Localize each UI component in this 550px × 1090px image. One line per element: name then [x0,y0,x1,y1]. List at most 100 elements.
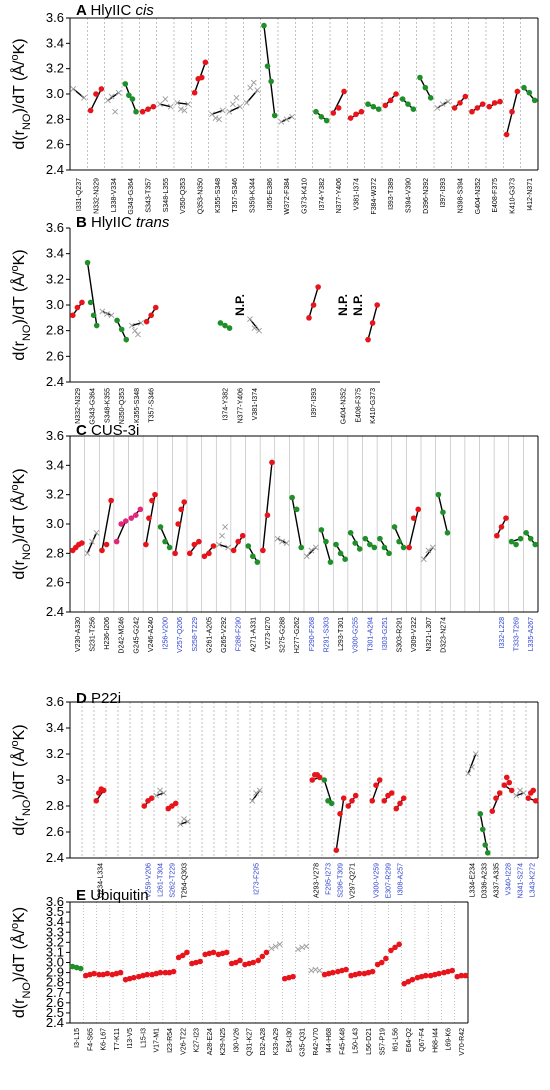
y-tick-label: 2.5 [46,1005,64,1020]
x-tick-label: V246-A240 [148,617,155,652]
data-point [222,524,228,530]
data-point [373,782,379,788]
data-point [369,320,376,326]
x-tick-label: S57-P19 [379,1028,386,1055]
x-tick-label: A271-A331 [250,617,257,652]
x-tick-label: V26-T22 [180,1028,187,1055]
data-point [219,532,225,539]
x-tick-label: T333-T269 [514,617,521,651]
x-tick-label: I256-V200 [163,617,170,649]
data-point [112,108,119,115]
data-point [365,336,371,343]
data-point [254,87,261,94]
data-point [245,543,252,549]
data-point [260,547,266,554]
data-point [503,774,510,781]
x-tick-label: L293-T301 [338,617,345,651]
data-point [335,105,342,111]
data-point [84,259,91,266]
data-point [497,98,503,105]
data-point [396,941,402,948]
np-annotation: N.P. [336,294,350,316]
x-tick-label: A293-V278 [314,863,321,898]
data-point [210,949,217,956]
data-point [328,800,335,807]
data-point [166,544,173,551]
data-point [70,312,76,319]
data-point [91,970,97,977]
data-point [129,96,136,102]
data-point [191,541,198,548]
x-tick-label: S343-T357 [146,178,153,213]
y-tick-label: 3.2 [46,271,64,286]
x-tick-label: V340-I228 [506,863,513,895]
data-point [93,529,100,536]
x-tick-label: H68-I44 [432,1028,439,1053]
data-point [289,113,295,120]
x-tick-label: A28-E24 [207,1028,214,1055]
data-point [274,535,281,542]
data-point [486,103,493,110]
panel-letter: B [76,214,91,231]
data-point [353,111,359,118]
data-point [117,969,124,976]
x-tick-label: I332-L228 [499,617,506,649]
data-point [149,497,155,504]
y-tick-label: 3.4 [46,246,64,261]
slope-line [86,532,98,554]
data-point [247,316,253,323]
data-point [157,524,164,530]
data-point [113,538,120,545]
x-tick-label: S296-T309 [338,863,345,898]
y-tick-label: 3.2 [46,934,64,949]
data-point [494,532,500,539]
x-tick-label: S275-G288 [280,617,287,653]
data-point [489,808,496,814]
data-point [491,100,498,106]
panel-letter: C [76,422,91,439]
x-tick-label: G404-N352 [475,178,482,214]
data-point [417,74,423,81]
data-point [135,331,141,338]
data-point [276,941,283,948]
panel-title: B HlyIIC trans [76,214,170,231]
data-point [405,101,411,107]
x-tick-label: R42-V70 [313,1028,320,1056]
data-point [74,304,81,311]
y-tick-label: 2.6 [46,137,64,152]
x-tick-label: G373-K410 [302,178,309,214]
x-tick-label: F4-S65 [87,1028,94,1051]
data-point [177,821,184,828]
panel-title-italic: cis [131,2,154,19]
data-point [393,91,399,97]
panel-title: C CUS-3i [76,422,139,439]
y-tick-label: 2.4 [46,850,64,865]
data-point [316,774,323,781]
data-point [98,86,105,92]
data-point [318,114,325,120]
data-point [278,118,285,125]
data-point [309,777,316,783]
x-tick-label: V381-I374 [252,388,259,420]
data-point [513,792,520,799]
data-point [451,105,458,111]
data-point [358,108,365,115]
x-tick-label: N398-S394 [458,178,465,214]
x-tick-label: N321-L307 [426,617,433,652]
data-point [254,559,261,565]
data-point [517,787,523,794]
data-point [114,317,120,324]
x-tick-label: V230-A330 [75,617,82,652]
data-point [496,790,503,796]
data-point [181,499,188,505]
data-point [128,515,135,521]
data-point [216,116,223,123]
data-point [356,970,363,977]
data-point [465,770,472,777]
x-tick-label: G265-V292 [221,617,228,653]
x-tick-label: I30-V26 [233,1028,240,1053]
x-tick-label: S348-L355 [163,178,170,212]
y-tick-label: 3.1 [46,944,64,959]
data-point [263,949,270,956]
data-point [153,792,160,799]
